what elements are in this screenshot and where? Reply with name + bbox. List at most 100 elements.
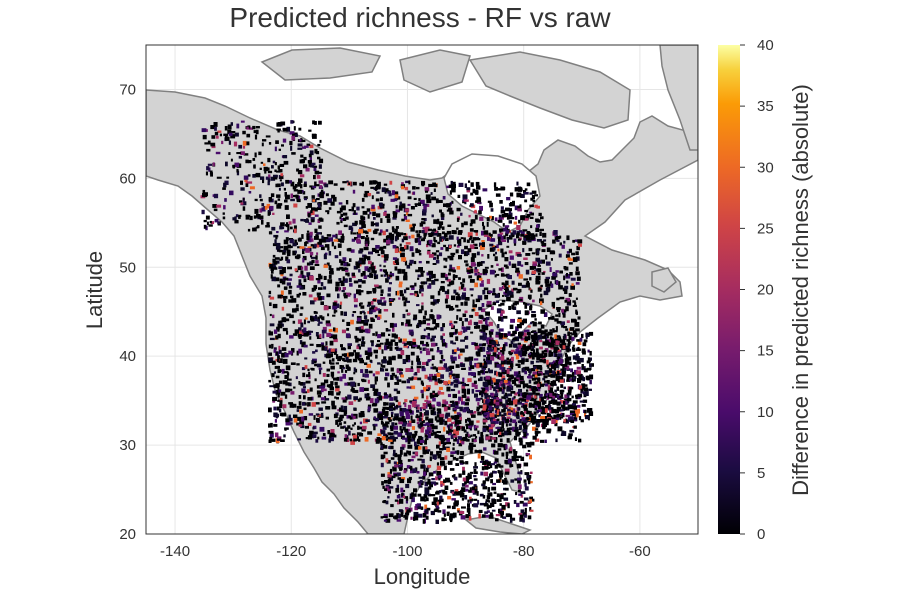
raster-cell — [540, 293, 543, 298]
raster-cell — [383, 274, 387, 277]
raster-cell — [524, 188, 528, 191]
raster-cell — [474, 462, 477, 467]
raster-cell — [309, 144, 314, 149]
raster-cell — [531, 377, 537, 381]
raster-cell — [338, 278, 342, 281]
raster-cell — [430, 404, 435, 408]
raster-cell — [556, 320, 562, 324]
raster-cell — [293, 386, 296, 389]
raster-cell — [278, 345, 281, 351]
raster-cell — [505, 460, 510, 465]
raster-cell — [320, 397, 326, 401]
raster-cell — [491, 380, 494, 385]
raster-cell — [315, 260, 319, 264]
raster-cell — [464, 199, 469, 202]
raster-cell — [537, 335, 543, 340]
raster-cell — [511, 280, 515, 285]
raster-cell — [527, 294, 532, 299]
raster-cell — [436, 233, 442, 237]
raster-cell — [431, 214, 434, 218]
raster-cell — [553, 350, 558, 354]
raster-cell — [555, 236, 561, 240]
raster-cell — [402, 421, 407, 425]
raster-cell — [488, 429, 493, 433]
raster-cell — [500, 432, 505, 437]
raster-cell — [315, 255, 318, 260]
raster-cell — [290, 295, 294, 299]
raster-cell — [446, 203, 451, 208]
raster-cell — [387, 474, 392, 478]
raster-cell — [447, 432, 452, 436]
raster-cell — [421, 293, 424, 297]
raster-cell — [370, 318, 375, 322]
raster-cell — [345, 272, 350, 276]
raster-cell — [419, 480, 423, 484]
raster-cell — [431, 342, 436, 347]
raster-cell — [469, 365, 475, 369]
raster-cell — [520, 264, 524, 267]
raster-cell — [499, 380, 503, 384]
raster-cell — [477, 371, 481, 376]
raster-cell — [340, 347, 346, 351]
raster-cell — [475, 389, 481, 393]
raster-cell — [551, 396, 556, 401]
raster-cell — [277, 249, 280, 252]
raster-cell — [522, 248, 525, 253]
raster-cell — [280, 121, 286, 126]
raster-cell — [517, 253, 522, 257]
raster-cell — [520, 380, 525, 385]
raster-cell — [409, 259, 414, 264]
raster-cell — [403, 343, 407, 346]
raster-cell — [311, 368, 315, 371]
raster-cell — [453, 379, 459, 383]
raster-cell — [466, 187, 471, 191]
raster-cell — [367, 347, 372, 353]
raster-cell — [528, 379, 532, 384]
raster-cell — [427, 360, 431, 363]
raster-cell — [534, 374, 538, 379]
raster-cell — [315, 402, 320, 405]
raster-cell — [423, 235, 426, 239]
raster-cell — [555, 270, 559, 273]
raster-cell — [463, 287, 467, 291]
raster-cell — [530, 212, 534, 216]
raster-cell — [524, 410, 527, 414]
raster-cell — [495, 389, 498, 394]
raster-cell — [282, 358, 288, 364]
raster-cell — [513, 408, 516, 414]
raster-cell — [415, 269, 420, 273]
raster-cell — [489, 385, 492, 390]
raster-cell — [497, 324, 500, 329]
raster-cell — [303, 164, 308, 169]
raster-cell — [411, 497, 415, 503]
raster-cell — [503, 408, 506, 412]
raster-cell — [359, 359, 364, 364]
raster-cell — [461, 497, 464, 501]
raster-cell — [426, 260, 430, 264]
raster-cell — [487, 347, 492, 352]
raster-cell — [458, 425, 464, 430]
raster-cell — [504, 274, 508, 277]
raster-cell — [300, 382, 303, 385]
raster-cell — [562, 313, 566, 318]
raster-cell — [311, 219, 315, 223]
raster-cell — [449, 425, 453, 429]
raster-cell — [452, 492, 456, 496]
raster-cell — [506, 290, 512, 296]
raster-cell — [422, 209, 427, 213]
raster-cell — [530, 321, 533, 325]
raster-cell — [569, 413, 575, 416]
raster-cell — [573, 425, 577, 429]
raster-cell — [366, 234, 369, 237]
raster-cell — [404, 428, 409, 433]
raster-cell — [469, 496, 472, 500]
raster-cell — [535, 438, 540, 442]
raster-cell — [387, 329, 391, 332]
raster-cell — [286, 331, 289, 335]
raster-cell — [227, 124, 232, 130]
raster-cell — [560, 321, 565, 326]
raster-cell — [339, 216, 342, 220]
raster-cell — [481, 483, 486, 487]
raster-cell — [418, 417, 422, 422]
raster-cell — [520, 413, 525, 417]
